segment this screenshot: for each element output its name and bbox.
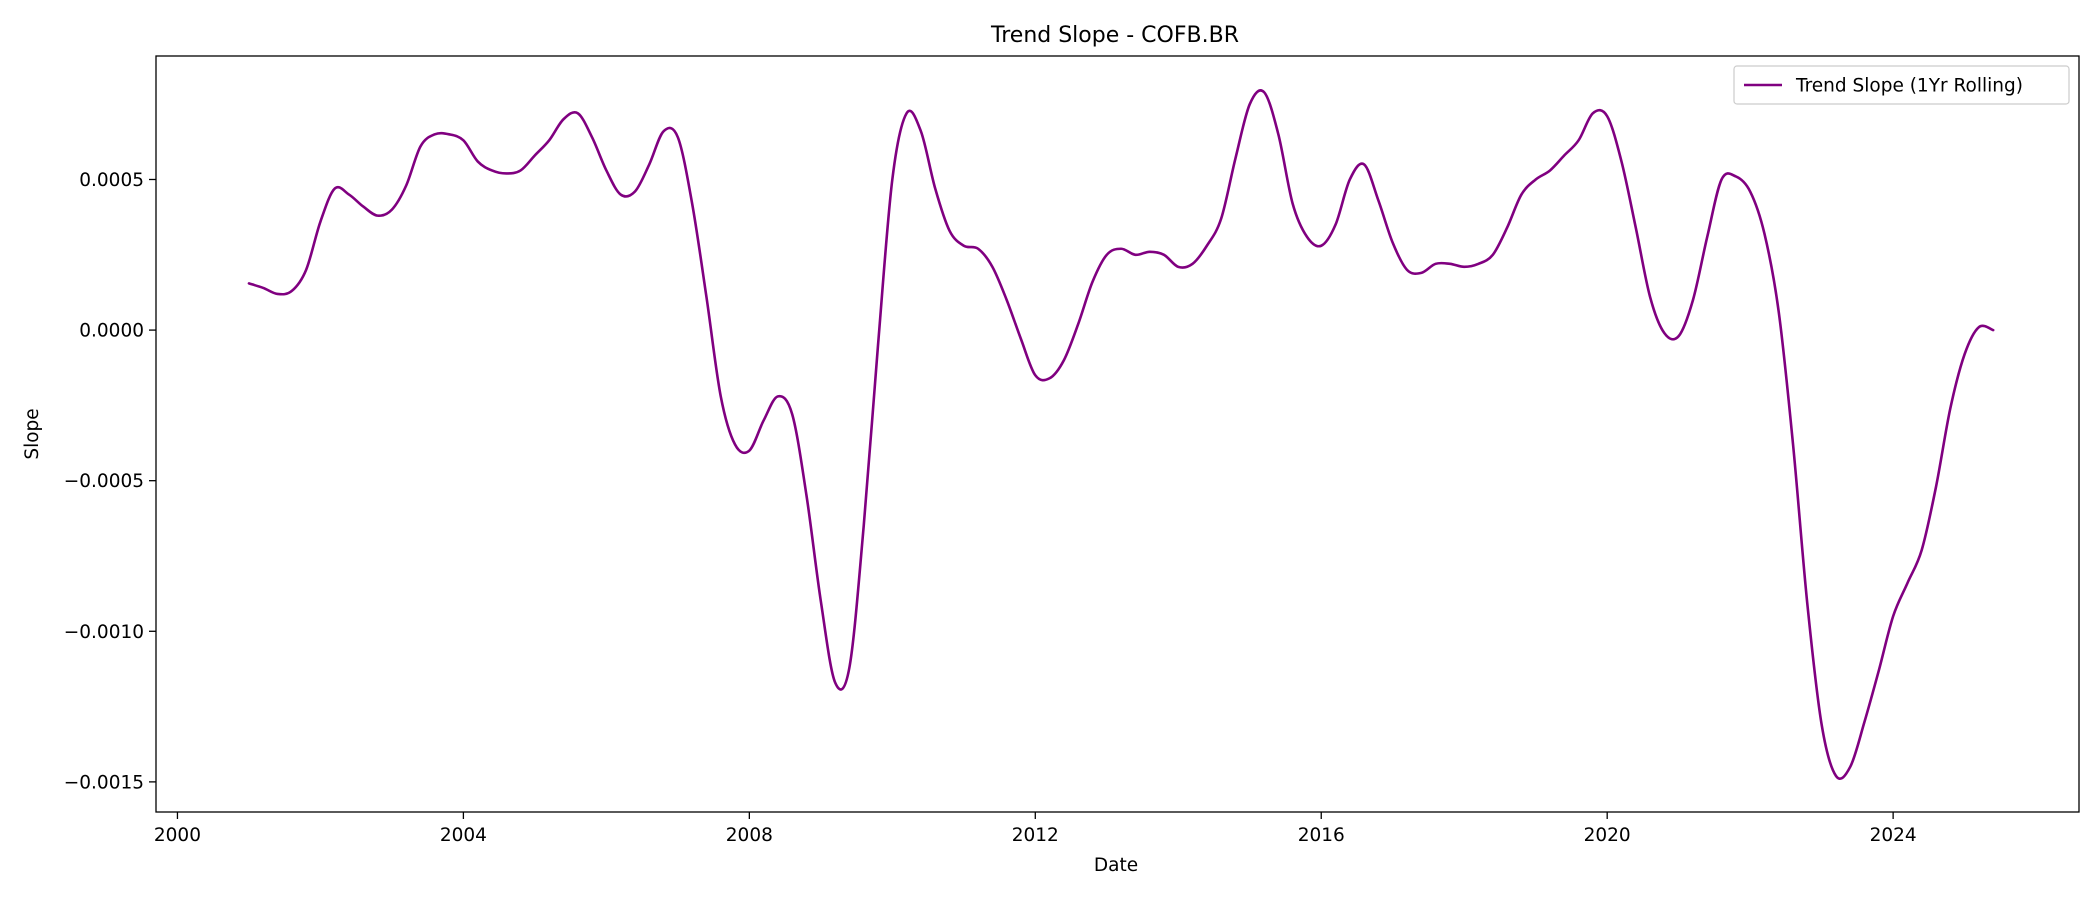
legend-label: Trend Slope (1Yr Rolling) xyxy=(1795,76,2023,97)
x-tick-label: 2012 xyxy=(1012,825,1059,846)
y-tick-label: −0.0015 xyxy=(64,772,144,793)
x-tick-label: 2004 xyxy=(440,825,487,846)
x-axis-label: Date xyxy=(1094,855,1138,876)
axes: 2000 2004 2008 2012 2016 2020 2024 −0.0015 −0.00… xyxy=(64,170,1917,846)
y-tick-label: 0.0005 xyxy=(79,170,144,191)
legend: Trend Slope (1Yr Rolling) xyxy=(1733,65,2070,105)
y-tick-label: −0.0010 xyxy=(64,622,144,643)
x-tick-label: 2008 xyxy=(726,825,773,846)
y-axis-label: Slope xyxy=(22,408,43,459)
x-tick-label: 2016 xyxy=(1298,825,1345,846)
plot-area xyxy=(247,89,1995,780)
x-tick-label: 2000 xyxy=(154,825,201,846)
plot-frame xyxy=(155,55,2080,813)
series-line xyxy=(247,89,1995,780)
x-tick-label: 2020 xyxy=(1584,825,1631,846)
legend-box xyxy=(1733,65,2070,105)
y-tick-label: −0.0005 xyxy=(64,471,144,492)
y-tick-label: 0.0000 xyxy=(79,321,144,342)
x-tick-label: 2024 xyxy=(1870,825,1917,846)
chart-title: Trend Slope - COFB.BR xyxy=(990,23,1239,48)
